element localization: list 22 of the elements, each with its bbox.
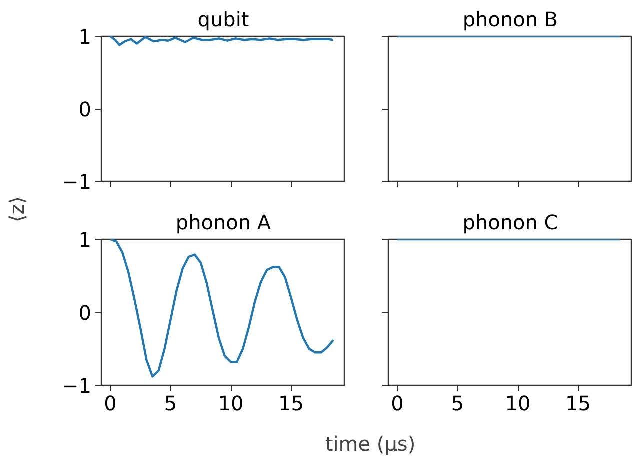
y-tick-label: −1 bbox=[62, 374, 92, 398]
y-tick-label: 1 bbox=[78, 25, 92, 49]
chart-title: phonon A bbox=[176, 210, 272, 234]
chart-title: qubit bbox=[198, 8, 250, 32]
y-tick-label: −1 bbox=[62, 170, 92, 194]
x-tick-label: 5 bbox=[451, 392, 464, 416]
line-series bbox=[109, 240, 335, 378]
x-tick-label: 0 bbox=[104, 392, 117, 416]
line-series bbox=[109, 36, 335, 46]
x-axis-title: time (µs) bbox=[325, 432, 416, 456]
y-tick-label: 0 bbox=[78, 301, 92, 325]
y-tick-label: 0 bbox=[78, 98, 92, 122]
chart-title: phonon C bbox=[462, 210, 558, 234]
x-tick-label: 15 bbox=[278, 392, 304, 416]
chart-title: phonon B bbox=[462, 8, 558, 32]
x-tick-label: 10 bbox=[218, 392, 244, 416]
y-tick-label: 1 bbox=[78, 228, 92, 252]
x-tick-label: 15 bbox=[566, 392, 592, 416]
x-tick-label: 10 bbox=[505, 392, 531, 416]
x-tick-label: 0 bbox=[391, 392, 404, 416]
x-tick-label: 5 bbox=[164, 392, 178, 416]
y-axis-title: ⟨z⟩ bbox=[5, 196, 29, 223]
